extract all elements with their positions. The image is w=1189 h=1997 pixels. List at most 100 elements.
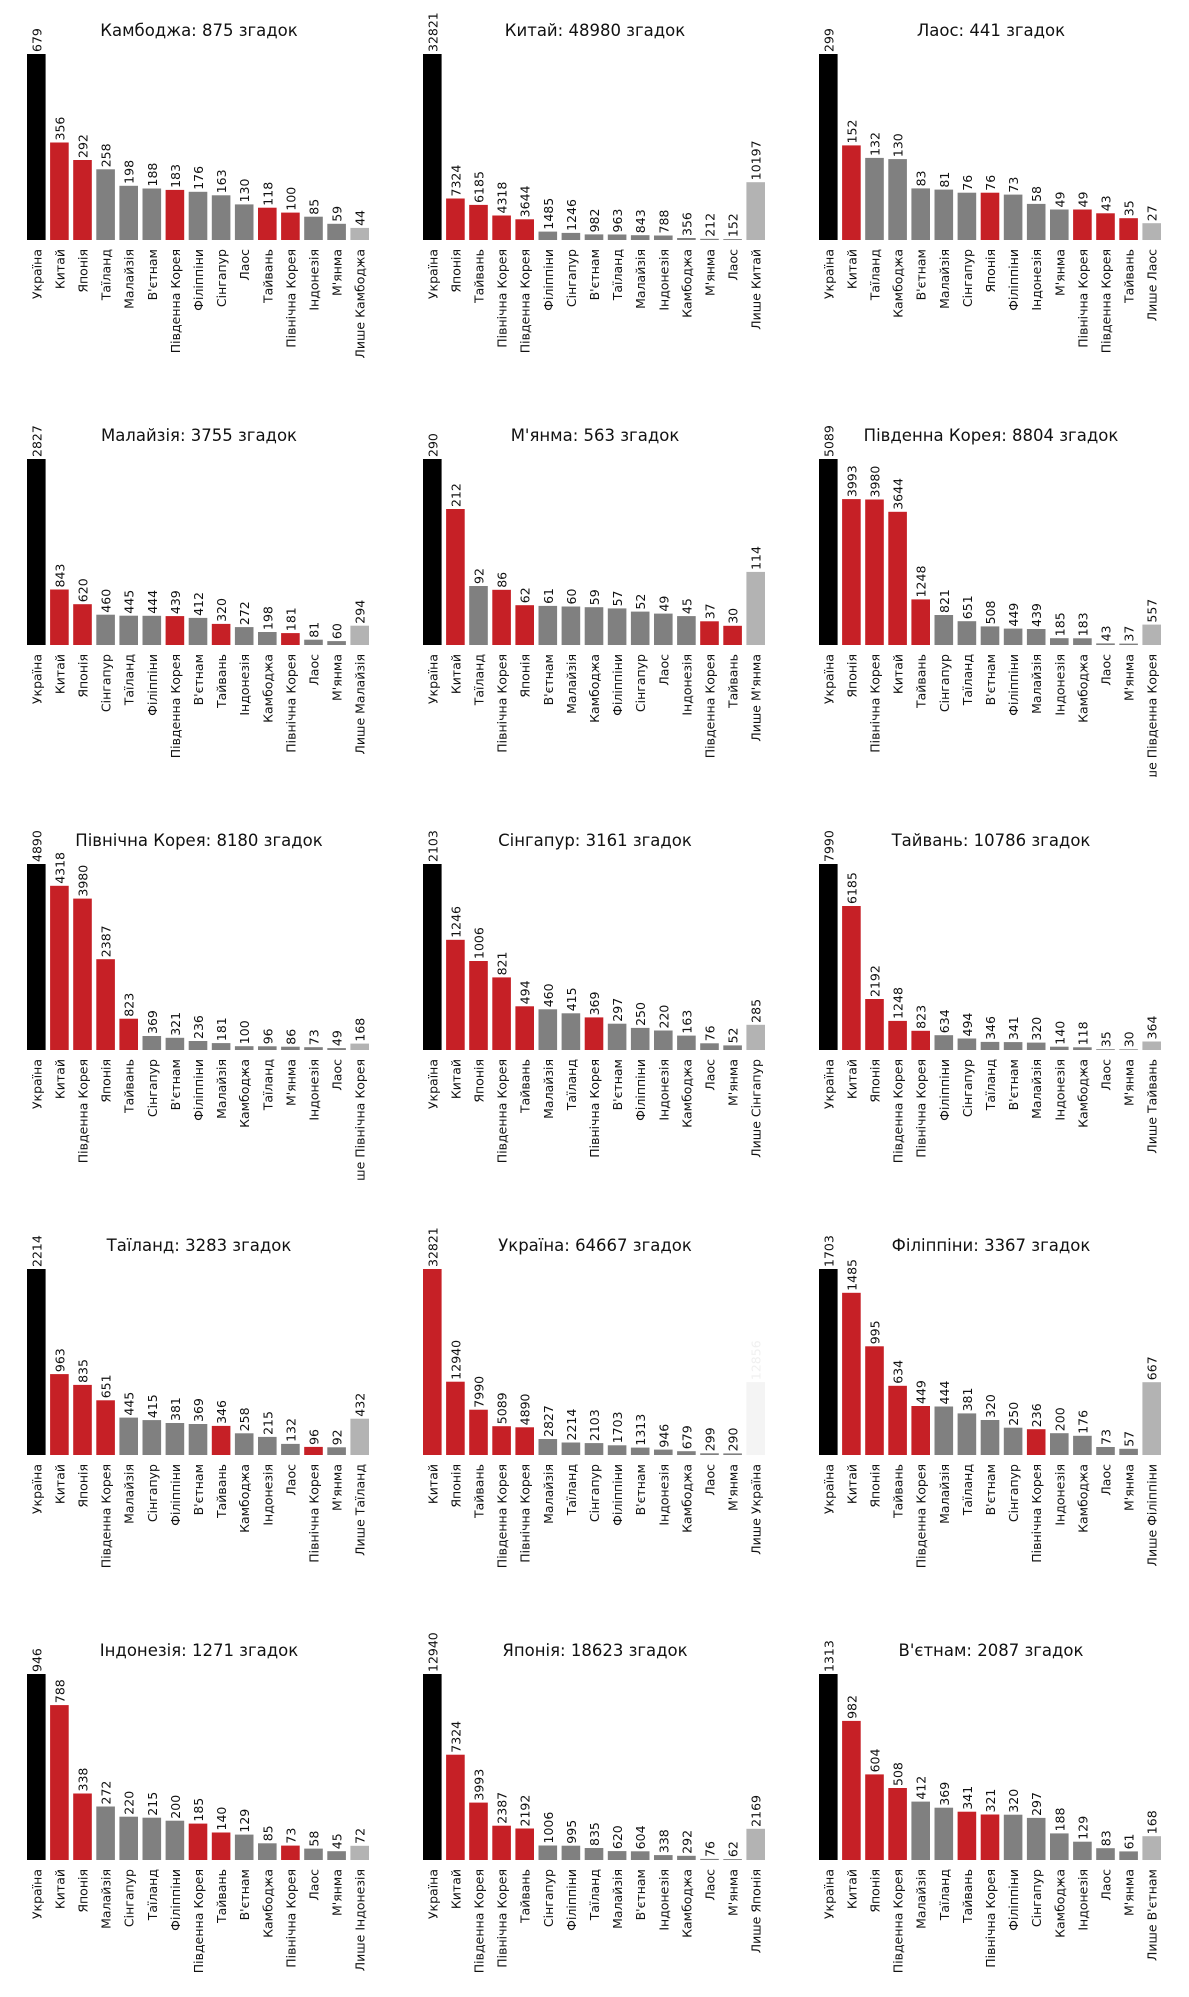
bar [980,1041,1000,1050]
bar-value-label: 76 [703,1841,718,1857]
bar [492,1825,511,1860]
bar-value-label: 2103 [587,1409,602,1441]
bar-value-label: 341 [1006,1016,1021,1040]
bar-chart: Лаос: 441 згадок 299 Україна 152 Китай 132 Таї… [819,21,1161,353]
bar-value-label: 60 [330,623,345,639]
bar-value-label: 198 [122,160,137,184]
bar-value-label: 163 [214,169,229,193]
bar [50,1374,69,1455]
bar [281,633,300,645]
bar-value-label: 43 [1099,195,1114,211]
bar-value-label: 2387 [495,1792,510,1824]
bar-value-label: 44 [353,210,368,226]
chart-panel: Камбоджа: 875 згадок 679 Україна 356 Китай 29… [24,12,384,372]
category-label: Японія [472,1059,487,1103]
bar-value-label: 821 [495,952,510,976]
category-label: Китай [448,1869,463,1909]
category-label: Японія [76,1869,91,1913]
bar-value-label: 10197 [749,140,764,180]
bar-value-label: 369 [587,991,602,1015]
category-label: Китай [891,654,906,694]
category-label: Сінгапур [541,1869,556,1927]
category-label: Лише Північна Корея [353,1059,368,1182]
bar [188,1823,208,1860]
category-label: Таїланд [868,249,883,301]
bar-value-label: 61 [1122,1833,1137,1849]
category-label: В'єтнам [914,249,929,300]
bar-chart: Китай: 48980 згадок 32821 Україна 7324 Японі… [423,12,765,353]
bar [234,627,254,645]
bar [119,1018,138,1050]
bar-value-label: 1485 [541,198,556,230]
bar-value-label: 634 [891,1360,906,1384]
bar-value-label: 57 [610,590,625,606]
bar [819,1674,838,1860]
bar-value-label: 52 [633,594,648,610]
bar-value-label: 341 [960,1786,975,1810]
bar [1026,1817,1046,1860]
bar-value-label: 185 [1052,612,1067,636]
bar [469,1409,488,1455]
category-label: Індонезія [1052,654,1067,716]
category-label: Філіппіни [1006,654,1021,716]
bar-value-label: 620 [76,578,91,602]
category-label: В'єтнам [610,1059,625,1110]
bar-value-label: 152 [726,213,741,237]
bar-value-label: 3993 [844,465,859,497]
bar [723,1859,742,1860]
chart-title: Малайзія: 3755 згадок [101,426,297,445]
category-label: М'янма [726,1869,741,1916]
bar-value-label: 369 [191,1398,206,1422]
bar-chart: Індонезія: 1271 згадок 946 Україна 788 Китай… [27,1641,369,1973]
bar [234,204,254,240]
chart-title: Тайвань: 10786 згадок [891,831,1091,850]
bar-value-label: 35 [1099,1031,1114,1047]
category-label: Індонезія [260,1464,275,1526]
category-label: Південна Корея [168,249,183,353]
bar-chart: Південна Корея: 8804 згадок 5089 Україна 39… [819,425,1161,799]
bar-value-label: 73 [1099,1429,1114,1445]
bar-value-label: 321 [983,1789,998,1813]
bar [934,1035,954,1050]
bar-value-label: 183 [168,164,183,188]
category-label: Індонезія [679,654,694,716]
bar-value-label: 132 [868,132,883,156]
bar-value-label: 299 [703,1427,718,1451]
bar-value-label: 130 [237,178,252,202]
category-label: Лише Філіппіни [1145,1464,1160,1566]
bar-value-label: 250 [633,1002,648,1026]
bar-value-label: 835 [76,1359,91,1383]
bar [700,1858,719,1860]
bar [630,1851,650,1860]
bar [888,1020,907,1050]
bar [654,1449,673,1455]
category-label: Північна Корея [495,249,510,348]
bar-value-label: 140 [214,1807,229,1831]
chart-title: В'єтнам: 2087 згадок [899,1641,1084,1660]
bar [142,1420,162,1455]
category-label: Південна Корея [891,1869,906,1973]
bar [423,54,442,240]
bar-value-label: 49 [1052,192,1067,208]
bar-value-label: 1313 [633,1414,648,1446]
category-label: Малайзія [541,1464,556,1524]
bar-value-label: 198 [260,606,275,630]
category-label: Камбоджа [1075,1464,1090,1533]
category-label: Таїланд [983,1059,998,1111]
bar-value-label: 982 [844,1695,859,1719]
category-label: Філіппіни [1006,249,1021,311]
category-label: Лише Індонезія [353,1869,368,1971]
bar-value-label: 32821 [425,1227,440,1267]
category-label: Північна Корея [868,654,883,753]
bar-value-label: 292 [76,134,91,158]
bar-value-label: 43 [1099,625,1114,641]
bar [584,1017,604,1050]
bar-value-label: 236 [191,1015,206,1039]
category-label: Лише Сінгапур [749,1059,764,1158]
category-label: Лаос [656,654,671,686]
category-label: Північна Корея [495,1869,510,1968]
bar [515,1006,534,1050]
chart-title: Лаос: 441 згадок [917,21,1065,40]
category-label: Сінгапур [99,654,114,712]
category-label: Сінгапур [960,1059,975,1117]
